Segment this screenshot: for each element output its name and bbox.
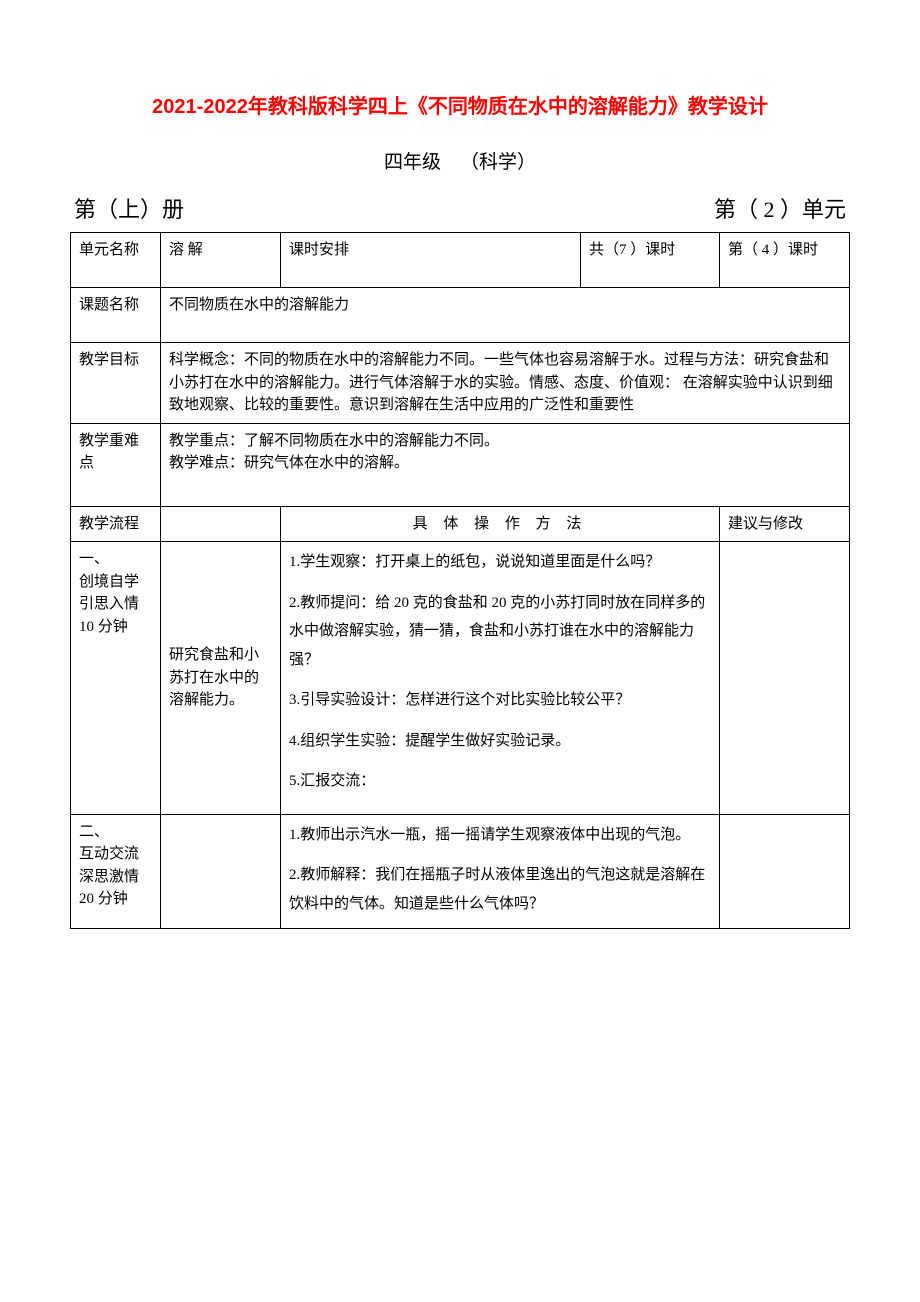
process-col2 <box>161 506 281 542</box>
unit-label: 第（ 2 ）单元 <box>714 192 846 224</box>
s1-p2: 2.教师提问：给 20 克的食盐和 20 克的小苏打同时放在同样多的水中做溶解实… <box>289 589 711 675</box>
topic-row: 课题名称 不同物质在水中的溶解能力 <box>71 288 850 343</box>
s1-l1: 一、 <box>79 548 152 571</box>
s1-l4: 10 分钟 <box>79 616 152 639</box>
section-2-left: 二、 互动交流 深思激情 20 分钟 <box>71 814 161 929</box>
difficulty-text: 教学重点：了解不同物质在水中的溶解能力不同。 教学难点：研究气体在水中的溶解。 <box>161 423 850 506</box>
difficulty-row: 教学重难点 教学重点：了解不同物质在水中的溶解能力不同。 教学难点：研究气体在水… <box>71 423 850 506</box>
process-col4: 建议与修改 <box>720 506 850 542</box>
s1-p1: 1.学生观察：打开桌上的纸包，说说知道里面是什么吗？ <box>289 548 711 577</box>
s2-l3: 深思激情 <box>79 866 152 889</box>
s1-p5: 5.汇报交流： <box>289 767 711 796</box>
section-1-mid: 研究食盐和小苏打在水中的溶解能力。 <box>161 542 281 815</box>
process-col3: 具 体 操 作 方 法 <box>281 506 720 542</box>
lesson-plan-table: 单元名称 溶 解 课时安排 共（7 ）课时 第（ 4 ）课时 课题名称 不同物质… <box>70 232 850 929</box>
s2-l4: 20 分钟 <box>79 888 152 911</box>
document-title: 2021-2022年教科版科学四上《不同物质在水中的溶解能力》教学设计 <box>70 90 850 119</box>
s1-l3: 引思入情 <box>79 593 152 616</box>
process-header-row: 教学流程 具 体 操 作 方 法 建议与修改 <box>71 506 850 542</box>
unit-info-row: 单元名称 溶 解 课时安排 共（7 ）课时 第（ 4 ）课时 <box>71 233 850 288</box>
schedule-label: 课时安排 <box>289 239 572 262</box>
s1-p3: 3.引导实验设计：怎样进行这个对比实验比较公平？ <box>289 686 711 715</box>
section-2-mid <box>161 814 281 929</box>
section-1-left: 一、 创境自学 引思入情 10 分钟 <box>71 542 161 815</box>
section-1-suggest <box>720 542 850 815</box>
s2-p1: 1.教师出示汽水一瓶，摇一摇请学生观察液体中出现的气泡。 <box>289 821 711 850</box>
schedule-current: 第（ 4 ）课时 <box>720 233 850 288</box>
s1-mid-text: 研究食盐和小苏打在水中的溶解能力。 <box>169 647 259 708</box>
section-1-body: 1.学生观察：打开桌上的纸包，说说知道里面是什么吗？ 2.教师提问：给 20 克… <box>281 542 720 815</box>
s1-p4: 4.组织学生实验：提醒学生做好实验记录。 <box>289 727 711 756</box>
difficulty-label: 教学重难点 <box>71 423 161 506</box>
process-col1: 教学流程 <box>71 506 161 542</box>
difficulty-line1: 教学重点：了解不同物质在水中的溶解能力不同。 <box>169 430 841 453</box>
topic-value: 不同物质在水中的溶解能力 <box>161 288 850 343</box>
section-2-suggest <box>720 814 850 929</box>
s2-l2: 互动交流 <box>79 843 152 866</box>
goal-text: 科学概念：不同的物质在水中的溶解能力不同。一些气体也容易溶解于水。过程与方法：研… <box>161 343 850 424</box>
unit-name-label: 单元名称 <box>71 233 161 288</box>
s2-p2: 2.教师解释：我们在摇瓶子时从液体里逸出的气泡这就是溶解在饮料中的气体。知道是些… <box>289 861 711 918</box>
book-label: 第（上）册 <box>74 192 184 224</box>
book-unit-row: 第（上）册 第（ 2 ）单元 <box>70 192 850 224</box>
unit-name-value: 溶 解 <box>161 233 281 288</box>
topic-label: 课题名称 <box>71 288 161 343</box>
goal-row: 教学目标 科学概念：不同的物质在水中的溶解能力不同。一些气体也容易溶解于水。过程… <box>71 343 850 424</box>
subject-text: （科学） <box>460 152 536 173</box>
schedule-total: 共（7 ）课时 <box>581 233 720 288</box>
section-2-row: 二、 互动交流 深思激情 20 分钟 1.教师出示汽水一瓶，摇一摇请学生观察液体… <box>71 814 850 929</box>
difficulty-line2: 教学难点：研究气体在水中的溶解。 <box>169 452 841 475</box>
section-2-body: 1.教师出示汽水一瓶，摇一摇请学生观察液体中出现的气泡。 2.教师解释：我们在摇… <box>281 814 720 929</box>
page-root: 2021-2022年教科版科学四上《不同物质在水中的溶解能力》教学设计 四年级 … <box>0 0 920 969</box>
section-1-row: 一、 创境自学 引思入情 10 分钟 研究食盐和小苏打在水中的溶解能力。 1.学… <box>71 542 850 815</box>
subtitle: 四年级 （科学） <box>70 147 850 174</box>
grade-text: 四年级 <box>384 152 441 173</box>
s1-l2: 创境自学 <box>79 571 152 594</box>
s2-l1: 二、 <box>79 821 152 844</box>
goal-label: 教学目标 <box>71 343 161 424</box>
